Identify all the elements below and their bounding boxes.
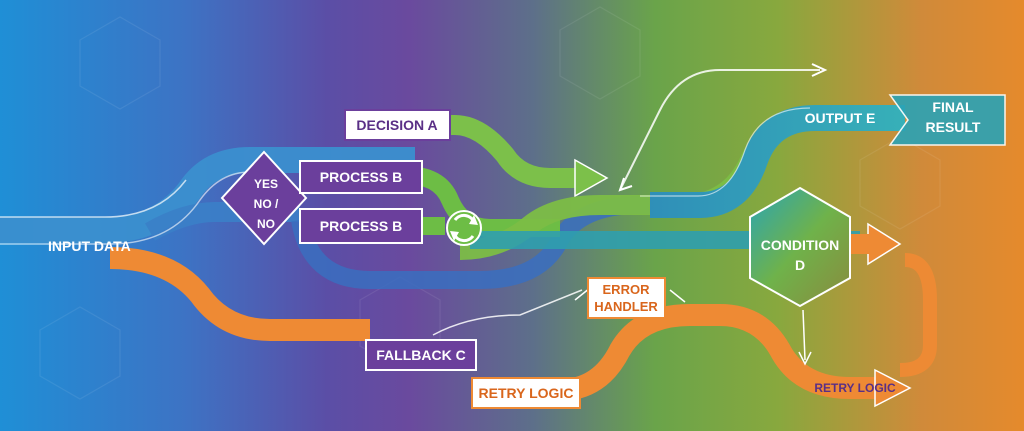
final-result-line1: FINAL [932, 99, 974, 115]
decision-a-label: DECISION A [356, 117, 437, 133]
top-feedback-line [619, 69, 820, 191]
output-e-band [650, 105, 905, 218]
process-b-top-node[interactable]: PROCESS B [299, 160, 423, 194]
condition-arrowhead [867, 222, 902, 266]
process-b-bottom-node[interactable]: PROCESS B [299, 208, 423, 244]
output-e-label: OUTPUT E [805, 110, 876, 126]
retry-logic-label: RETRY LOGIC [479, 385, 574, 401]
error-handler-line2: HANDLER [594, 299, 658, 314]
diamond-yes-label: YES [254, 177, 278, 191]
process-b-top-label: PROCESS B [320, 169, 402, 185]
input-data-label: INPUT DATA [48, 238, 131, 254]
fallback-band [109, 247, 370, 341]
retry-loop-band [899, 253, 937, 377]
final-result-node[interactable]: FINAL RESULT [888, 94, 1006, 146]
final-result-line2: RESULT [926, 119, 981, 135]
condition-d-line2: D [795, 257, 805, 273]
decision-diamond[interactable]: YES NO / NO [220, 150, 308, 246]
retry-logic-node[interactable]: RETRY LOGIC [471, 377, 581, 409]
error-handler-node[interactable]: ERROR HANDLER [587, 277, 666, 319]
fallback-c-node[interactable]: FALLBACK C [365, 339, 477, 371]
condition-d-node[interactable]: CONDITION D [749, 186, 851, 308]
decision-a-arrowhead [574, 158, 609, 198]
fallback-c-label: FALLBACK C [376, 347, 465, 363]
retry-arrowhead [874, 368, 912, 408]
retry-arrow-label: RETRY LOGIC [814, 381, 896, 395]
decision-a-node[interactable]: DECISION A [344, 109, 451, 141]
retry-band [559, 304, 880, 401]
process-b-bottom-label: PROCESS B [320, 218, 402, 234]
error-handler-line1: ERROR [603, 282, 651, 297]
cycle-icon [446, 210, 482, 246]
input-band [0, 147, 415, 243]
diamond-no-slash-label: NO / [254, 197, 279, 211]
diamond-no-label: NO [257, 217, 275, 231]
condition-d-line1: CONDITION [761, 237, 840, 253]
decision-a-band [430, 115, 580, 188]
